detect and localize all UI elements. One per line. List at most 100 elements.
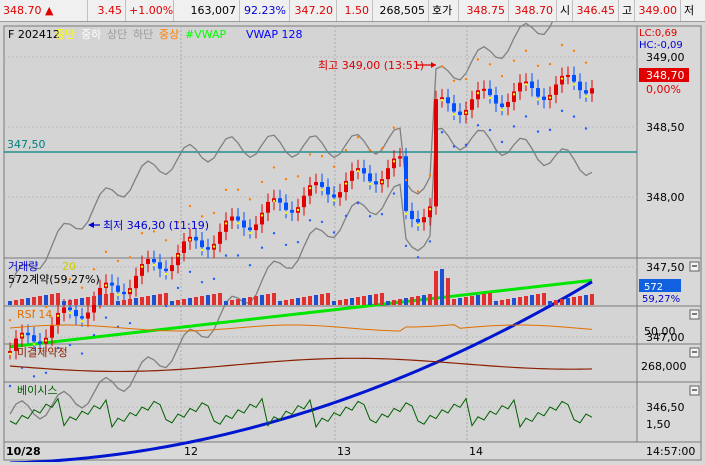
- volume-bar: [578, 296, 582, 305]
- lower-mid-dot: [452, 145, 456, 148]
- mid-dot: [548, 96, 552, 99]
- volume-bar: [164, 293, 168, 305]
- mid-dot: [392, 160, 396, 163]
- upper-mid-dot: [584, 61, 588, 64]
- volume-bar: [14, 300, 18, 305]
- candle-body: [344, 180, 348, 193]
- volume-bar: [236, 299, 240, 305]
- price-axis: [636, 25, 702, 259]
- mid-dot: [368, 182, 372, 186]
- volume-bar: [422, 295, 426, 305]
- legend-item-6: VWAP 128: [246, 28, 302, 41]
- price-tick-label: 347,00: [646, 331, 685, 344]
- lower-mid-dot: [476, 124, 480, 127]
- lower-mid-dot: [500, 140, 504, 144]
- candle-body: [68, 307, 72, 311]
- candle-body: [236, 216, 240, 221]
- mid-dot: [152, 263, 156, 267]
- panel-close-buttons[interactable]: [689, 261, 700, 396]
- candle-body: [326, 186, 330, 195]
- volume-bar: [260, 295, 264, 305]
- volume-bar: [200, 296, 204, 305]
- volume-bar: [230, 300, 234, 305]
- candle-body: [428, 206, 432, 218]
- upper-mid-dot: [500, 74, 504, 78]
- mid-dot: [356, 169, 360, 173]
- candle-body: [452, 103, 456, 112]
- high-price: 349.00: [635, 0, 681, 21]
- upper-mid-dot: [32, 309, 36, 312]
- volume-bar: [152, 295, 156, 305]
- mid-dot: [200, 248, 204, 252]
- mid-dot: [584, 95, 588, 98]
- upper-mid-dot: [320, 154, 324, 158]
- mid-dot: [512, 93, 516, 96]
- upper-mid-dot: [152, 230, 156, 233]
- volume-bar: [92, 296, 96, 305]
- candle-body: [176, 252, 180, 266]
- volume-bar: [110, 293, 114, 305]
- candle-body: [482, 88, 486, 91]
- legend-item-4: 중상: [159, 28, 179, 41]
- upper-mid-dot: [104, 250, 108, 254]
- lower-mid-dot: [176, 286, 180, 290]
- open-label: 시: [557, 0, 573, 21]
- volume-bar: [62, 301, 66, 305]
- lower-mid-dot: [464, 143, 468, 147]
- upper-mid-dot: [488, 63, 492, 66]
- volume-bar: [440, 269, 444, 305]
- volume-bar: [266, 294, 270, 305]
- mid-dot: [428, 208, 432, 211]
- rsi-tick: 50,00: [644, 325, 676, 338]
- candlesticks: [8, 66, 594, 360]
- upper-mid-dot: [164, 239, 168, 242]
- mid-dot: [188, 238, 192, 241]
- price-tick-label: 347,50: [646, 261, 685, 274]
- change-percent: +1.00%: [126, 0, 174, 21]
- lower-mid-dot: [224, 254, 228, 257]
- candle-body: [566, 74, 570, 77]
- open-price: 346.45: [573, 0, 619, 21]
- volume-bar: [428, 294, 432, 305]
- volume-bar: [308, 296, 312, 305]
- band-dots: [8, 43, 588, 388]
- legend-item-0: 중단: [55, 28, 75, 41]
- lower-mid-dot: [560, 109, 564, 113]
- candle-body: [164, 268, 168, 272]
- legend-item-5: #VWAP: [185, 28, 227, 41]
- upper-mid-dot: [80, 286, 84, 289]
- basis-panel[interactable]: [3, 381, 638, 443]
- mid-dot: [20, 334, 24, 337]
- oi-panel[interactable]: [3, 343, 638, 383]
- lower-mid-dot: [344, 214, 348, 218]
- candle-body: [266, 201, 270, 213]
- ratio-value: 92.23%: [240, 0, 290, 21]
- lower-mid-dot: [536, 130, 540, 133]
- volume-tag-text: 572: [644, 282, 663, 293]
- basis-path: [9, 397, 593, 429]
- volume-bar: [452, 299, 456, 305]
- value-3: 268,505: [373, 0, 429, 21]
- lower-mid-dot: [236, 254, 240, 257]
- volume-bar: [464, 297, 468, 305]
- vwap-line: [9, 278, 593, 349]
- volume-bar: [476, 295, 480, 305]
- mid-dot: [524, 83, 528, 86]
- volume-bar: [44, 295, 48, 305]
- volume-bar: [296, 298, 300, 305]
- volume-bar: [8, 301, 12, 305]
- candle-body: [584, 90, 588, 94]
- candle-body: [92, 300, 96, 313]
- volume-bar: [176, 300, 180, 305]
- volume-bar: [482, 294, 486, 305]
- candle-body: [110, 282, 114, 286]
- lower-mid-dot: [404, 244, 408, 248]
- mid-dot: [248, 231, 252, 235]
- candle-body: [278, 198, 282, 203]
- x-label-13: 13: [337, 445, 351, 458]
- upper-mid-dot: [560, 43, 564, 47]
- volume-bar: [146, 296, 150, 305]
- volume-bar: [512, 298, 516, 305]
- low-note: 최저 346,30 (11:19): [103, 219, 209, 232]
